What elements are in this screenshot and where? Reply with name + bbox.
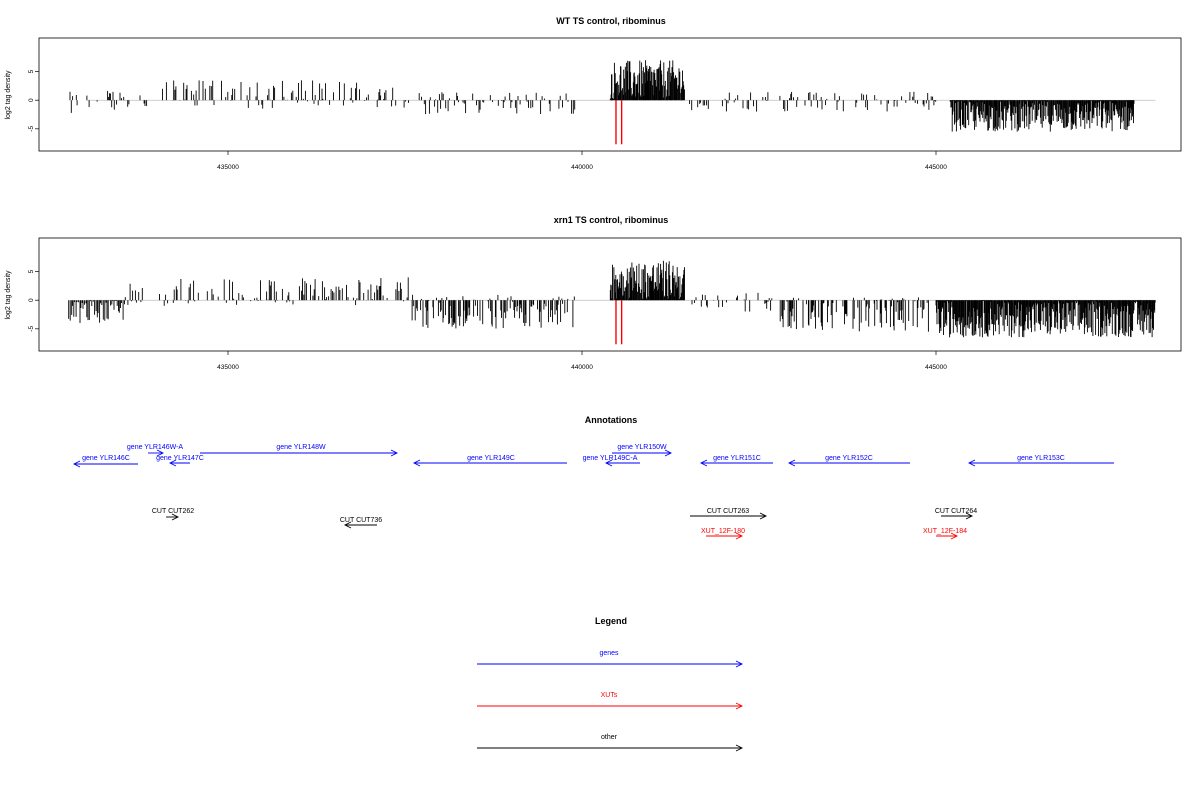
legend-title: Legend xyxy=(595,616,627,626)
wt-plot-frame xyxy=(38,37,1182,152)
legend-xut-label: XUTs xyxy=(601,692,618,699)
gene-arrow xyxy=(72,460,138,468)
gene-label: gene YLR148W xyxy=(276,444,326,451)
legend-gene-label: genes xyxy=(599,650,619,657)
wt-y-tick-label: 5 xyxy=(28,69,35,73)
xut-label: XUT_12F-184 xyxy=(923,528,967,535)
legend-panel: Legend genes XUTs other xyxy=(477,616,744,752)
xut-arrow xyxy=(706,532,744,540)
gene-arrow xyxy=(787,459,910,467)
gene-label: gene YLR149C xyxy=(467,455,515,462)
gene-label: gene YLR151C xyxy=(713,455,761,462)
xrn1-track-title: xrn1 TS control, ribominus xyxy=(554,215,669,225)
gene-arrow xyxy=(200,449,399,457)
legend-gene-arrow xyxy=(477,660,744,668)
legend-items: genes XUTs other xyxy=(477,650,744,752)
cut-arrow xyxy=(343,521,377,529)
gene-label: gene YLR150W xyxy=(617,444,667,451)
cut-arrow xyxy=(941,512,974,520)
xrn1-y-ticks: -5 0 5 xyxy=(28,269,39,332)
gene-arrow xyxy=(967,459,1114,467)
xrn1-x-tick-label: 445000 xyxy=(925,364,947,371)
gene-label: gene YLR146W-A xyxy=(127,444,183,451)
wt-y-tick-label: -5 xyxy=(28,126,35,132)
wt-track-panel: WT TS control, ribominus log2 tag densit… xyxy=(5,16,1182,171)
annotation-features: gene YLR146C gene YLR146W-A gene YLR147C ge… xyxy=(72,444,1114,540)
gene-arrow xyxy=(412,459,567,467)
xrn1-y-axis-label: log2 tag density xyxy=(5,270,12,320)
gene-arrow xyxy=(148,449,165,457)
gene-arrow xyxy=(604,459,640,467)
cut-arrow xyxy=(690,512,768,520)
gene-arrow xyxy=(699,459,773,467)
xut-arrow xyxy=(936,532,959,540)
gene-label: gene YLR146C xyxy=(82,455,130,462)
wt-x-ticks: 435000 440000 445000 xyxy=(217,151,947,171)
wt-x-tick-label: 440000 xyxy=(571,164,593,171)
gene-label: gene YLR152C xyxy=(825,455,873,462)
wt-y-axis-label: log2 tag density xyxy=(5,70,12,120)
annotations-title: Annotations xyxy=(585,415,638,425)
wt-track-title: WT TS control, ribominus xyxy=(556,16,666,26)
xrn1-x-tick-label: 440000 xyxy=(571,364,593,371)
gene-arrow xyxy=(168,459,190,467)
xrn1-bars-group xyxy=(68,260,1156,345)
gene-label: gene YLR149C-A xyxy=(583,455,638,462)
legend-xut-arrow xyxy=(477,702,744,710)
wt-y-ticks: -5 0 5 xyxy=(28,69,39,132)
wt-x-tick-label: 435000 xyxy=(217,164,239,171)
wt-x-tick-label: 445000 xyxy=(925,164,947,171)
wt-bars-group xyxy=(69,60,1156,145)
cut-label: CUT CUT736 xyxy=(340,517,382,524)
gene-arrow xyxy=(612,449,673,457)
wt-y-tick-label: 0 xyxy=(28,98,35,102)
xrn1-y-tick-label: 0 xyxy=(28,298,35,302)
gene-label: gene YLR147C xyxy=(156,455,204,462)
xrn1-y-tick-label: -5 xyxy=(28,326,35,332)
xrn1-plot-frame xyxy=(38,237,1182,352)
gene-label: gene YLR153C xyxy=(1017,455,1065,462)
cut-label: CUT CUT264 xyxy=(935,508,977,515)
xrn1-track-panel: xrn1 TS control, ribominus log2 tag dens… xyxy=(5,215,1182,371)
legend-other-arrow xyxy=(477,744,744,752)
cut-arrow xyxy=(166,513,180,521)
cut-label: CUT CUT263 xyxy=(707,508,749,515)
legend-other-label: other xyxy=(601,734,618,741)
xut-label: XUT_12F-180 xyxy=(701,528,745,535)
xrn1-y-tick-label: 5 xyxy=(28,269,35,273)
cut-label: CUT CUT262 xyxy=(152,508,194,515)
xrn1-x-tick-label: 435000 xyxy=(217,364,239,371)
xrn1-x-ticks: 435000 440000 445000 xyxy=(217,351,947,371)
